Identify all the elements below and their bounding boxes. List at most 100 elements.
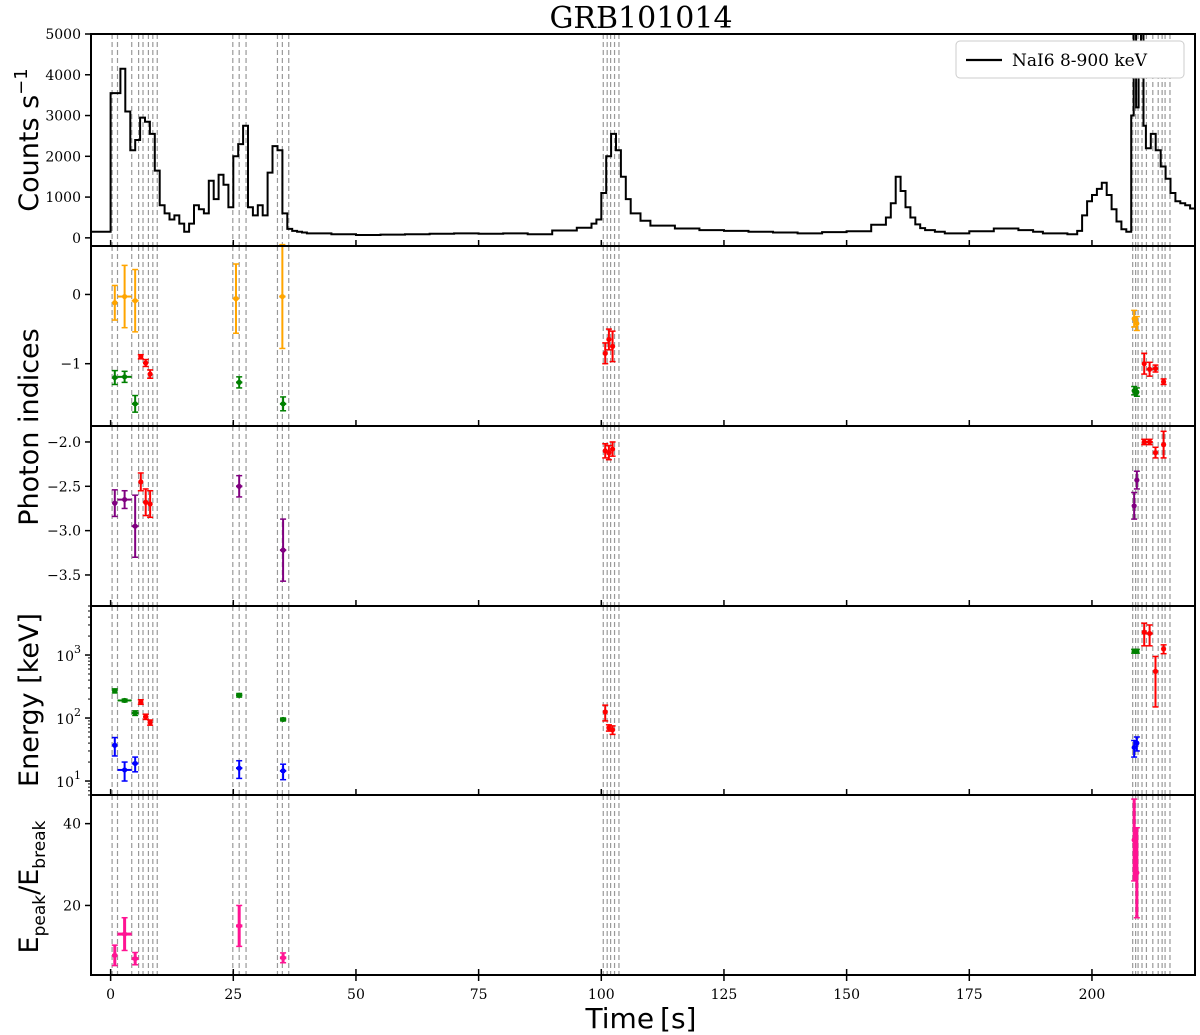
data-point [1160,644,1167,655]
point-marker [280,547,286,553]
data-point [279,396,287,412]
data-point [117,489,132,510]
point-marker [280,955,286,961]
data-point [131,494,139,558]
data-point [609,441,616,457]
xtick-label: 0 [106,987,115,1003]
data-point [111,489,118,518]
point-marker [1152,450,1159,456]
point-marker [112,374,118,381]
data-point [1133,826,1140,919]
point-marker [606,450,612,456]
ylabel-ratio-sub1: peak [30,895,50,937]
point-marker [1131,744,1137,751]
point-marker [1147,366,1153,372]
xlabel-text: Time [585,1002,655,1035]
data-point [279,763,287,781]
point-marker [1160,379,1167,385]
data-point [1152,446,1159,459]
data-point [131,756,139,773]
point-marker [1141,439,1147,445]
xtick-label: 125 [711,987,738,1003]
point-marker [138,354,144,360]
data-point [1133,470,1140,490]
point-marker [280,401,286,407]
point-marker [112,742,118,748]
point-marker [1160,442,1167,448]
point-marker [1131,503,1137,509]
data-point [111,369,118,386]
data-point [1141,352,1148,375]
ytick-label: −1 [60,357,81,373]
chart-title: GRB101014 [549,1,732,36]
point-marker [112,952,118,958]
point-marker [280,716,286,723]
ylabel-photon-indices: Photon indices [14,328,45,526]
ylabel-energy: Energy [keV] [14,613,45,787]
data-point [1131,309,1138,328]
data-point [235,474,243,498]
xtick-label: 175 [956,987,983,1003]
ytick-label: 103 [56,643,81,665]
data-point [137,353,144,360]
ytick-label: 0 [72,287,81,303]
data-point [131,394,139,413]
point-marker [112,688,118,694]
point-marker [147,501,153,507]
point-marker [236,923,242,929]
point-marker [236,765,242,771]
point-marker [132,523,138,529]
point-marker [602,709,608,715]
ytick-label: 3000 [45,109,81,125]
panel-frame [90,605,1196,796]
ylabel-ratio-sub2: break [30,820,50,868]
point-marker [143,714,149,720]
point-marker [1152,365,1159,372]
ylabel-counts-sup: −1 [11,68,32,95]
point-marker [143,499,149,505]
ytick-label: −2.5 [47,479,81,495]
data-point [605,444,612,461]
point-marker [236,692,242,698]
data-point [1146,361,1153,377]
point-marker [132,956,138,962]
data-point [279,952,287,964]
point-marker [1134,389,1140,395]
data-point [235,376,243,389]
data-point [232,263,240,334]
ylabel-counts-base: Counts s [14,95,45,212]
point-marker [1134,477,1140,483]
data-point [1133,315,1140,332]
data-point [1133,387,1140,397]
data-point [111,736,118,757]
ytick-label: 5000 [45,27,81,43]
ytick-label: 102 [56,706,81,728]
point-marker [280,768,286,774]
ylabel-ratio-mid: /E [14,869,45,895]
point-marker [122,496,128,503]
xlabel: Time [s] [585,1002,697,1035]
point-marker [1160,646,1167,652]
data-point [1133,736,1140,752]
data-point [235,904,243,948]
panel-frame [90,794,1196,976]
data-point [142,488,149,517]
point-marker [122,931,128,937]
data-point [131,268,139,333]
bin-boundaries [111,34,1171,975]
point-marker [1147,630,1153,637]
xtick-label: 50 [347,987,365,1003]
legend-box [955,40,1185,79]
ytick-label: 20 [63,898,81,914]
data-point [147,369,154,379]
xtick-label: 150 [833,987,860,1003]
ytick-label: 101 [56,769,81,791]
point-marker [236,483,242,489]
point-marker [1131,316,1137,322]
data-point [279,716,287,723]
point-marker [602,350,608,356]
ytick-label: −3.5 [47,568,81,584]
ytick-label: 0 [72,231,81,247]
axes: 0100020003000400050000−1−2.0−2.5−3.0−3.5… [45,27,1105,1003]
